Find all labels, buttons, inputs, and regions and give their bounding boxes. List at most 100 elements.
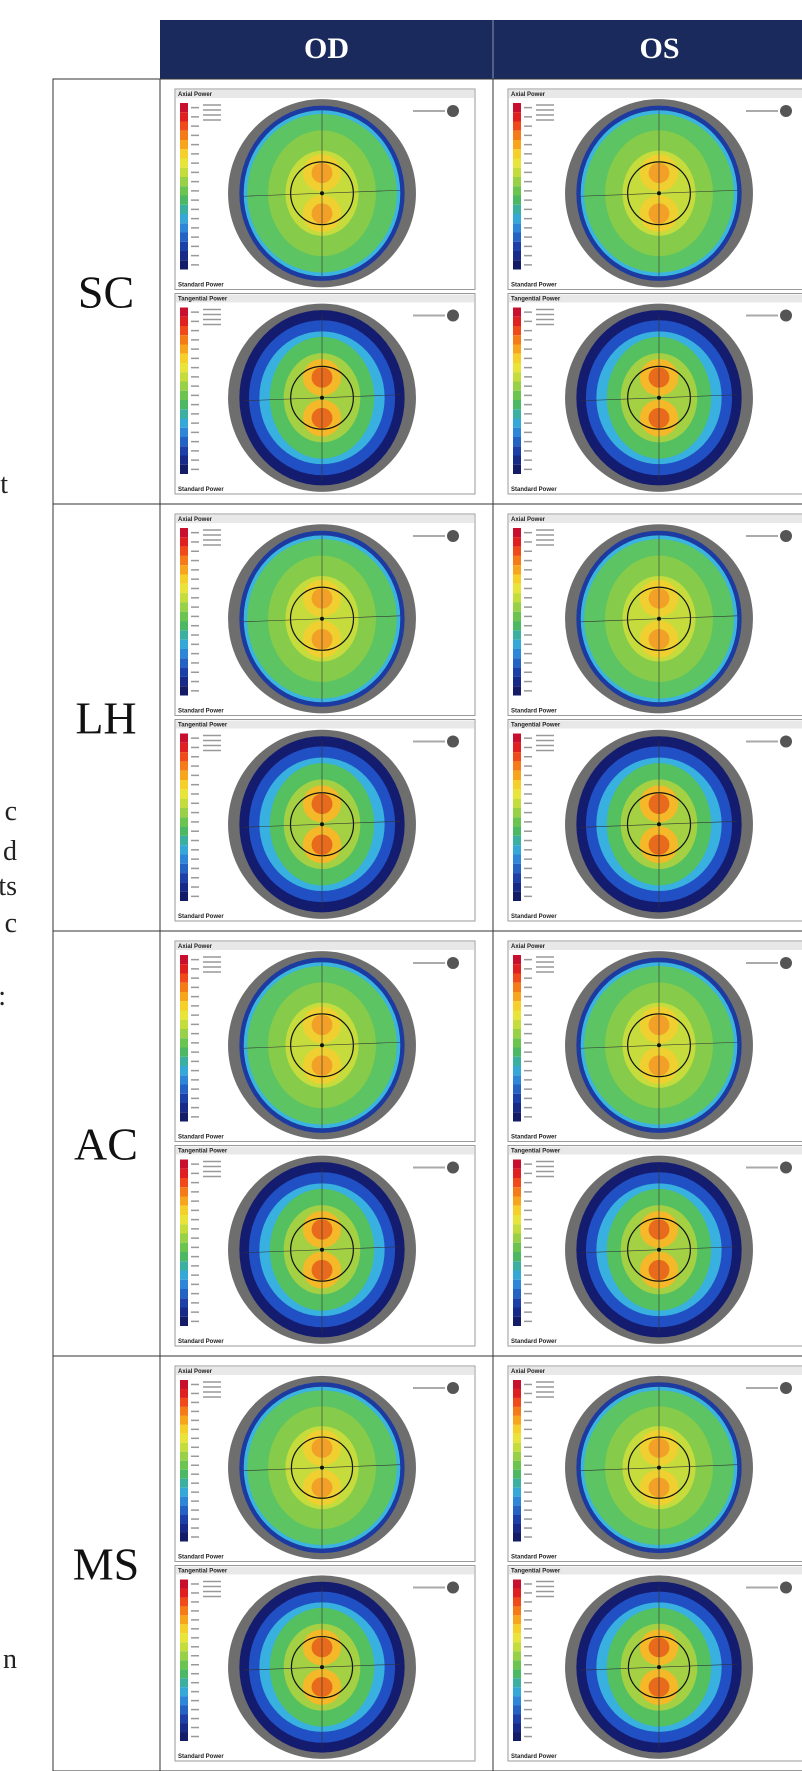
map-title: Tangential Power <box>178 297 228 303</box>
scale-swatch <box>513 845 521 855</box>
scale-swatch <box>513 789 521 799</box>
scale-swatch <box>180 789 188 799</box>
scale-swatch <box>180 177 188 187</box>
scale-swatch <box>513 121 521 131</box>
scale-swatch <box>513 214 521 224</box>
scale-swatch <box>513 1514 521 1524</box>
scale-swatch <box>513 1597 521 1607</box>
scale-swatch <box>513 835 521 846</box>
scale-swatch <box>513 955 521 965</box>
scale-swatch <box>180 658 188 668</box>
topography-map: Axial Power Standard Power <box>174 88 476 290</box>
map-title-bar <box>509 720 802 729</box>
map-title: Axial Power <box>178 92 213 98</box>
brand-logo <box>780 1161 792 1174</box>
scale-swatch <box>180 1433 188 1443</box>
scale-swatch <box>180 1187 188 1197</box>
topography-map: Axial Power Standard Power <box>507 513 802 716</box>
scale-swatch <box>180 1019 188 1029</box>
scale-swatch <box>513 863 521 874</box>
scale-swatch <box>513 873 521 883</box>
topography-map: Axial Power Standard Power <box>507 940 802 1142</box>
scale-swatch <box>180 826 188 836</box>
scale-swatch <box>513 798 521 808</box>
scale-swatch <box>180 455 188 465</box>
scale-swatch <box>513 826 521 836</box>
map-title-bar <box>509 294 802 303</box>
scale-swatch <box>513 1388 521 1398</box>
topography-map: Tangential Power Standard Power <box>174 1145 476 1347</box>
scale-swatch <box>513 1075 521 1085</box>
scale-swatch <box>180 1606 188 1616</box>
scale-swatch <box>513 1469 521 1479</box>
brand-logo <box>447 1581 459 1594</box>
scale-swatch <box>513 363 521 373</box>
scale-swatch <box>180 1642 188 1652</box>
scale-swatch <box>180 602 188 612</box>
scale-swatch <box>513 335 521 345</box>
scale-swatch <box>180 1442 188 1452</box>
brand-logo <box>447 105 459 117</box>
scale-swatch <box>513 1624 521 1634</box>
scale-swatch <box>513 1103 521 1113</box>
scale-swatch <box>180 676 188 687</box>
scale-swatch <box>513 1056 521 1066</box>
scale-swatch <box>180 817 188 827</box>
scale-swatch <box>180 149 188 159</box>
brand-logo <box>447 957 459 969</box>
scale-swatch <box>180 251 188 261</box>
scale-swatch <box>513 1380 521 1389</box>
scale-swatch <box>180 223 188 233</box>
scale-swatch <box>513 1705 521 1715</box>
scale-swatch <box>180 845 188 855</box>
scale-swatch <box>513 658 521 668</box>
scale-swatch <box>513 437 521 447</box>
map-title-bar <box>176 720 474 729</box>
scale-swatch <box>513 882 521 892</box>
scale-swatch <box>180 241 188 251</box>
scale-swatch <box>513 204 521 214</box>
scale-swatch <box>180 409 188 419</box>
scale-swatch <box>180 1242 188 1252</box>
scale-swatch <box>180 1696 188 1706</box>
map-title-bar <box>509 1367 802 1375</box>
scale-swatch <box>513 1187 521 1197</box>
scale-swatch <box>513 1242 521 1252</box>
scale-swatch <box>180 807 188 818</box>
scale-swatch <box>180 1460 188 1470</box>
scale-swatch <box>513 742 521 753</box>
scale-swatch <box>180 686 188 696</box>
scale-swatch <box>513 1178 521 1188</box>
scale-swatch <box>513 1606 521 1616</box>
scale-swatch <box>513 1029 521 1039</box>
scale-swatch <box>180 112 188 122</box>
scale-swatch <box>513 648 521 659</box>
map-title-bar <box>176 1146 474 1155</box>
scale-swatch <box>180 630 188 640</box>
center-dot <box>320 822 324 827</box>
scale-swatch <box>180 1597 188 1607</box>
brand-logo <box>780 1382 792 1394</box>
brand-logo <box>780 957 792 969</box>
center-dot <box>320 395 324 400</box>
map-footer: Standard Power <box>511 914 557 920</box>
scale-swatch <box>180 733 188 743</box>
margin-fragment: t <box>0 469 8 500</box>
center-dot <box>657 1043 661 1048</box>
margin-fragment: ts <box>0 871 17 902</box>
brand-logo <box>780 309 792 322</box>
brand-logo <box>780 105 792 117</box>
scale-swatch <box>513 177 521 187</box>
scale-swatch <box>180 1415 188 1425</box>
scale-swatch <box>180 158 188 168</box>
map-title: Tangential Power <box>511 297 561 303</box>
scale-swatch <box>180 195 188 205</box>
map-title-bar <box>176 90 474 98</box>
scale-swatch <box>513 1460 521 1470</box>
center-dot <box>320 1247 324 1252</box>
map-title: Axial Power <box>178 1369 213 1375</box>
scale-swatch <box>180 186 188 196</box>
map-footer: Standard Power <box>511 283 557 289</box>
scale-swatch <box>180 555 188 566</box>
map-footer: Standard Power <box>178 283 224 289</box>
